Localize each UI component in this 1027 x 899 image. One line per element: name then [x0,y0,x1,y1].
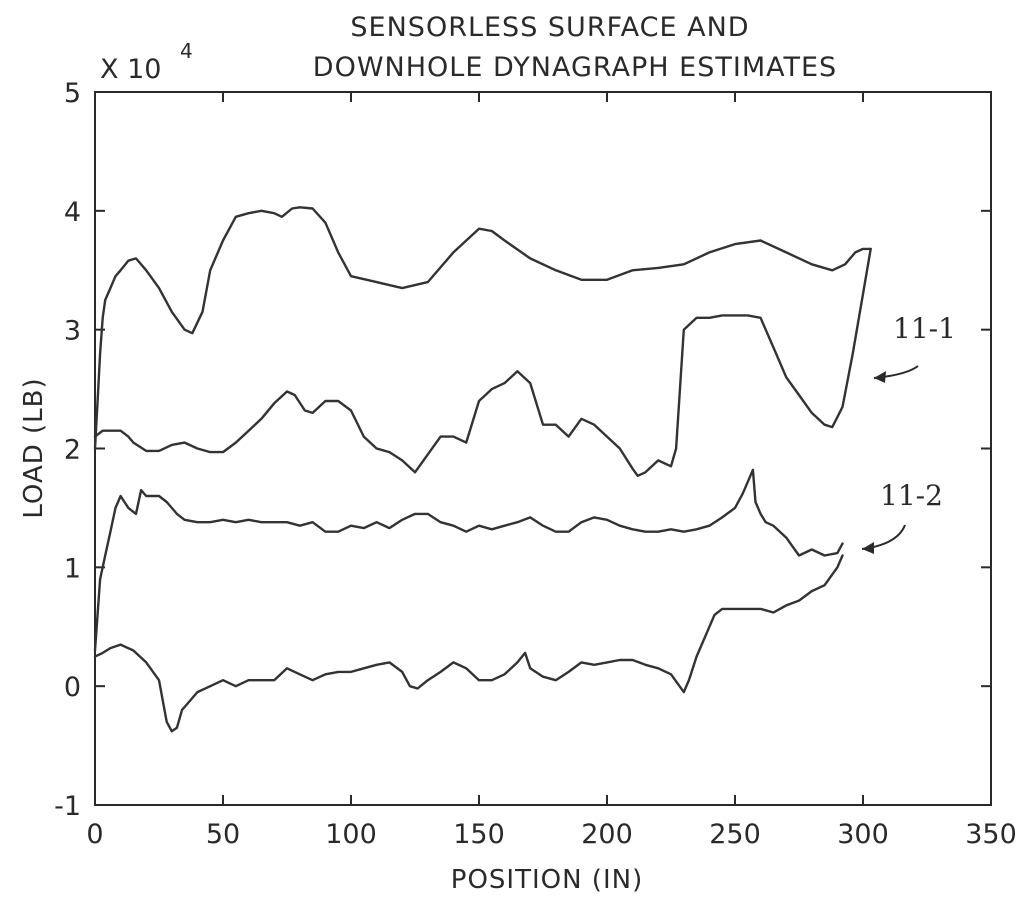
series-line-11-2-segment-2 [95,556,843,732]
x-axis-label: POSITION (IN) [451,865,643,895]
series-line-11-2-segment-1 [95,470,843,651]
x-tick-label: 150 [453,819,505,850]
x-tick-label: 300 [837,819,889,850]
x-tick-label: 50 [206,819,240,850]
y-multiplier-base: X 10 [100,54,161,85]
chart-title-line-2: DOWNHOLE DYNAGRAPH ESTIMATES [313,52,837,83]
series-line-11-1-segment-1 [95,207,871,448]
y-tick-label: 2 [64,435,81,466]
y-multiplier-exponent: 4 [180,39,193,63]
x-tick-label: 200 [581,819,633,850]
data-lines [95,207,871,731]
series-line-11-1-segment-2 [95,249,871,476]
x-axis-ticks: 0 50 100 150 200 250 300 350 [86,92,1016,850]
x-tick-label: 0 [86,819,103,850]
annotation-11-2-label: 11-2 [880,479,943,512]
y-axis-ticks: -1 0 1 2 3 4 5 [54,78,991,822]
y-tick-label: -1 [54,791,81,822]
y-tick-label: 3 [64,316,81,347]
x-tick-label: 100 [325,819,377,850]
y-tick-label: 4 [64,197,81,228]
y-tick-label: 1 [64,553,81,584]
chart-title-line-1: SENSORLESS SURFACE AND [350,12,749,43]
annotation-11-1-arrowhead [874,371,886,383]
annotation-11-2-arrowhead [862,542,874,554]
y-tick-label: 0 [64,672,81,703]
x-tick-label: 250 [709,819,761,850]
annotation-11-1-label: 11-1 [893,312,956,345]
x-tick-label: 350 [965,819,1017,850]
y-tick-label: 5 [64,78,81,109]
y-axis-label: LOAD (LB) [19,377,49,518]
